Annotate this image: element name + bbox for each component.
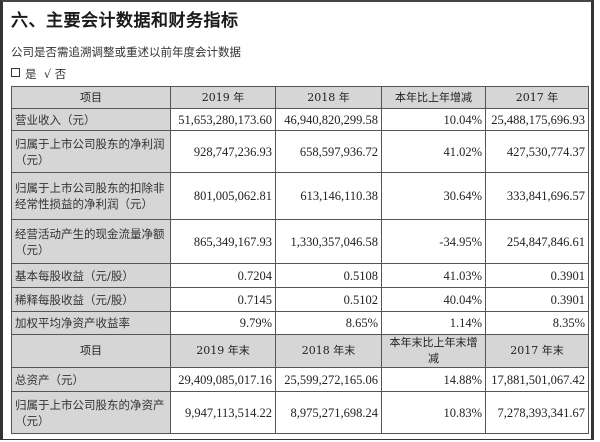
row-label: 加权平均净资产收益率 xyxy=(11,311,171,335)
table-row: 归属于上市公司股东的净利润（元） 928,747,236.93 658,597,… xyxy=(11,130,589,173)
header-2019: 2019 年 xyxy=(170,86,276,109)
financial-indicators-table: 项目 2019 年 2018 年 本年比上年增减 2017 年 营业收入（元） … xyxy=(11,86,589,434)
value-2017: 0.3901 xyxy=(485,263,589,288)
header-2019-end: 2019 年末 xyxy=(170,334,276,368)
table-row: 加权平均净资产收益率 9.79% 8.65% 1.14% 8.35% xyxy=(11,311,589,335)
value-2017: 25,488,175,696.93 xyxy=(485,108,589,131)
value-2018: 0.5108 xyxy=(275,263,382,288)
value-2017: 17,881,501,067.42 xyxy=(485,367,589,392)
header-change-end: 本年末比上年末增减 xyxy=(381,334,486,368)
table-header-row: 项目 2019 年 2018 年 本年比上年增减 2017 年 xyxy=(11,86,589,109)
value-2019: 0.7204 xyxy=(170,263,276,288)
value-2018: 0.5102 xyxy=(275,287,382,312)
header-2018-end: 2018 年末 xyxy=(275,334,382,368)
value-2019: 0.7145 xyxy=(170,287,276,312)
yes-label: 是 xyxy=(25,67,37,81)
header-item: 项目 xyxy=(11,334,171,368)
row-label: 营业收入（元） xyxy=(11,108,171,131)
header-2017: 2017 年 xyxy=(485,86,589,109)
value-2017: 8.35% xyxy=(485,311,589,335)
no-label: 否 xyxy=(54,67,67,81)
checkmark-icon: √ xyxy=(43,67,52,81)
row-label: 归属于上市公司股东的扣除非经常性损益的净利润（元） xyxy=(11,172,171,220)
value-2019: 801,005,062.81 xyxy=(170,172,276,220)
value-2017: 7,278,393,341.67 xyxy=(485,391,589,434)
value-change: -34.95% xyxy=(381,219,486,264)
restatement-question: 公司是否需追溯调整或重述以前年度会计数据 xyxy=(11,45,241,59)
row-label: 经营活动产生的现金流量净额（元） xyxy=(11,219,171,264)
value-2019: 9.79% xyxy=(170,311,276,335)
row-label: 归属于上市公司股东的净利润（元） xyxy=(11,130,171,173)
header-item: 项目 xyxy=(11,86,171,109)
table-row: 归属于上市公司股东的净资产（元） 9,947,113,514.22 8,975,… xyxy=(11,391,589,434)
value-change: 41.03% xyxy=(381,263,486,288)
table-row: 营业收入（元） 51,653,280,173.60 46,940,820,299… xyxy=(11,108,589,131)
value-2019: 9,947,113,514.22 xyxy=(170,391,276,434)
value-2017: 0.3901 xyxy=(485,287,589,312)
value-change: 1.14% xyxy=(381,311,486,335)
value-2017: 427,530,774.37 xyxy=(485,130,589,173)
value-2018: 8.65% xyxy=(275,311,382,335)
value-change: 14.88% xyxy=(381,367,486,392)
value-2018: 1,330,357,046.58 xyxy=(275,219,382,264)
row-label: 归属于上市公司股东的净资产（元） xyxy=(11,391,171,434)
restatement-choice: 是 √ 否 xyxy=(11,66,66,82)
checkbox-icon xyxy=(11,68,20,77)
table-row: 经营活动产生的现金流量净额（元） 865,349,167.93 1,330,35… xyxy=(11,219,589,264)
table-row: 基本每股收益（元/股） 0.7204 0.5108 41.03% 0.3901 xyxy=(11,263,589,288)
value-2018: 25,599,272,165.06 xyxy=(275,367,382,392)
value-change: 10.04% xyxy=(381,108,486,131)
table-row: 总资产（元） 29,409,085,017.16 25,599,272,165.… xyxy=(11,367,589,392)
value-2019: 928,747,236.93 xyxy=(170,130,276,173)
value-2017: 333,841,696.57 xyxy=(485,172,589,220)
row-label: 总资产（元） xyxy=(11,367,171,392)
header-2018: 2018 年 xyxy=(275,86,382,109)
value-2018: 8,975,271,698.24 xyxy=(275,391,382,434)
value-change: 30.64% xyxy=(381,172,486,220)
table-row: 归属于上市公司股东的扣除非经常性损益的净利润（元） 801,005,062.81… xyxy=(11,172,589,220)
value-2019: 29,409,085,017.16 xyxy=(170,367,276,392)
header-2017-end: 2017 年末 xyxy=(485,334,589,368)
row-label: 稀释每股收益（元/股） xyxy=(11,287,171,312)
value-2017: 254,847,846.61 xyxy=(485,219,589,264)
value-change: 10.83% xyxy=(381,391,486,434)
value-2018: 46,940,820,299.58 xyxy=(275,108,382,131)
value-2018: 658,597,936.72 xyxy=(275,130,382,173)
value-2019: 51,653,280,173.60 xyxy=(170,108,276,131)
value-2019: 865,349,167.93 xyxy=(170,219,276,264)
section-title: 六、主要会计数据和财务指标 xyxy=(11,11,239,31)
table-row: 稀释每股收益（元/股） 0.7145 0.5102 40.04% 0.3901 xyxy=(11,287,589,312)
value-change: 41.02% xyxy=(381,130,486,173)
header-change: 本年比上年增减 xyxy=(381,86,486,109)
value-2018: 613,146,110.38 xyxy=(275,172,382,220)
table-header-row: 项目 2019 年末 2018 年末 本年末比上年末增减 2017 年末 xyxy=(11,334,589,368)
value-change: 40.04% xyxy=(381,287,486,312)
row-label: 基本每股收益（元/股） xyxy=(11,263,171,288)
